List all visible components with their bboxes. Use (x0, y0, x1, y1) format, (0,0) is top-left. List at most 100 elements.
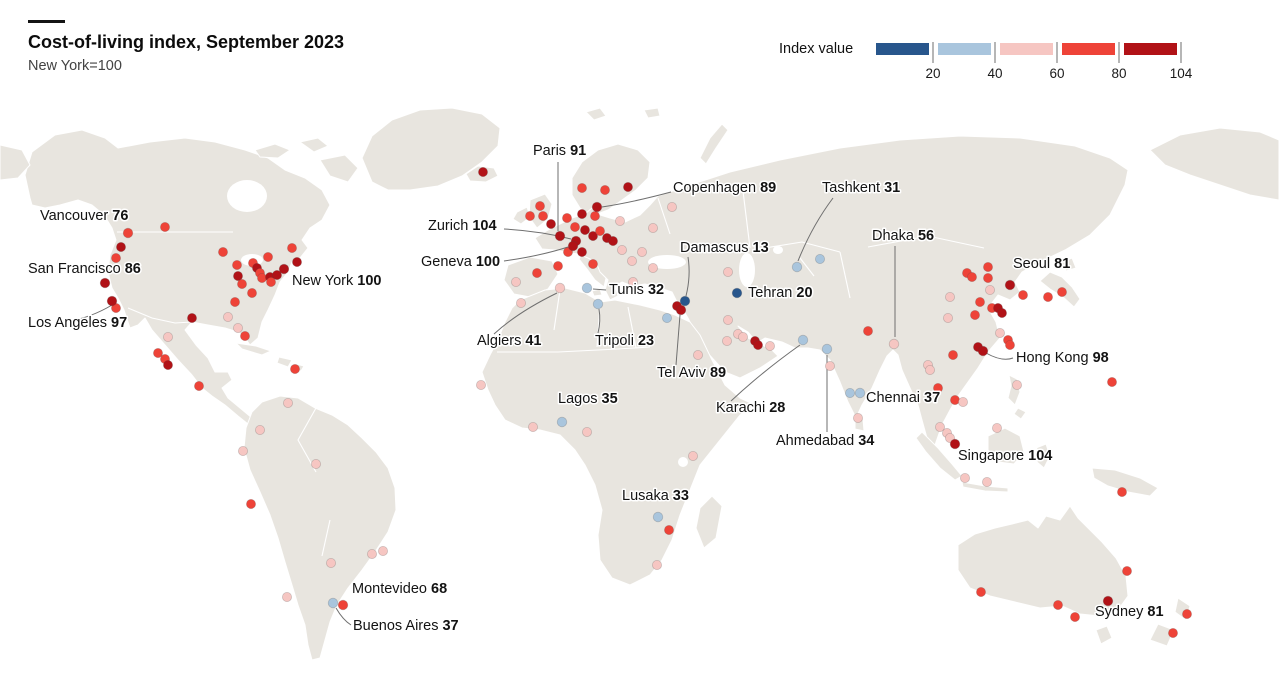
city-value: 97 (111, 315, 127, 331)
country-border-line (297, 407, 317, 473)
city-dot (845, 387, 856, 398)
city-dots (99, 166, 1193, 639)
city-dot (664, 525, 675, 536)
city-dot-sydney (1102, 595, 1114, 607)
city-value: 37 (924, 390, 940, 406)
city-label-ahmedabad: Ahmedabad 34 (776, 433, 874, 449)
city-dot (562, 212, 573, 223)
city-labels: Vancouver 76 San Francisco 86 Los Angeles … (27, 141, 1166, 635)
city-dot (475, 379, 486, 390)
city-dot (825, 360, 836, 371)
country-border-line (741, 182, 751, 249)
city-dot (662, 312, 673, 323)
city-value: 23 (638, 333, 654, 349)
city-dot (995, 327, 1006, 338)
legend-title: Index value (779, 41, 853, 57)
country-border-line (127, 307, 193, 324)
city-dot-singapore (949, 438, 961, 450)
legend-swatch (1124, 43, 1177, 55)
city-dot (528, 421, 539, 432)
leader-line-tunis (592, 288, 607, 291)
city-dot (265, 276, 276, 287)
city-label-karachi: Karachi 28 (716, 400, 785, 416)
city-dot-karachi (797, 334, 809, 346)
city-dot-buenos-aires (327, 597, 339, 609)
city-name: Tunis (609, 282, 648, 298)
city-dot-copenhagen (591, 201, 603, 213)
city-dot (222, 311, 233, 322)
city-dot (1122, 566, 1133, 577)
city-value: 81 (1054, 256, 1070, 272)
city-dot (628, 276, 639, 287)
city-dot (535, 200, 546, 211)
leader-line-tripoli (597, 308, 601, 334)
city-dot (975, 296, 986, 307)
city-value: 33 (673, 488, 689, 504)
world-map-landmasses (0, 107, 1279, 661)
leader-line-algiers (493, 292, 558, 335)
city-dot (582, 426, 593, 437)
city-dot (958, 396, 969, 407)
city-label-los-angeles: Los Angeles 97 (28, 315, 127, 331)
city-dot (162, 331, 173, 342)
page-subtitle: New York=100 (28, 58, 122, 74)
city-dot-lusaka (652, 511, 664, 523)
city-dot (232, 270, 243, 281)
city-dot (325, 558, 336, 569)
city-value: 37 (442, 618, 458, 634)
city-dot (967, 271, 978, 282)
city-dot (232, 322, 243, 333)
city-dot (111, 252, 122, 263)
city-dot (765, 340, 776, 351)
city-dot-damascus (679, 295, 691, 307)
city-dot-lagos (556, 416, 568, 428)
city-name: Dhaka (872, 228, 918, 244)
leader-line-tel-aviv (675, 314, 681, 366)
city-name: Los Angeles (28, 315, 111, 331)
leader-line-buenos-aires (335, 607, 352, 626)
city-value: 104 (472, 218, 496, 234)
city-dot (983, 261, 994, 272)
city-value: 20 (796, 285, 812, 301)
city-name: Lusaka (622, 488, 673, 504)
legend: Index value 20 40 60 80 104 (779, 41, 1193, 81)
city-name: Tel Aviv (657, 365, 710, 381)
city-name: Zurich (428, 218, 472, 234)
leader-line-hong-kong (985, 352, 1014, 360)
leader-line-geneva (503, 246, 569, 262)
city-name: Algiers (477, 333, 525, 349)
city-dot-montevideo (337, 599, 349, 611)
leader-line-karachi (730, 344, 801, 402)
city-dot-new-york (278, 263, 290, 275)
country-border-line (657, 197, 671, 235)
city-dot (546, 218, 557, 229)
city-name: Geneva (421, 254, 476, 270)
city-dot (377, 546, 388, 557)
city-name: Hong Kong (1016, 350, 1093, 366)
country-border-line (839, 251, 851, 299)
city-dot (1107, 376, 1118, 387)
country-border-line (867, 235, 985, 249)
city-dot (310, 458, 321, 469)
city-dot (1053, 600, 1064, 611)
city-label-seoul: Seoul 81 (1013, 256, 1070, 272)
city-dot (570, 221, 581, 232)
city-value: 41 (525, 333, 541, 349)
city-dot (985, 284, 996, 295)
city-dot (217, 246, 228, 257)
city-dot (615, 215, 626, 226)
city-label-vancouver: Vancouver 76 (40, 208, 128, 224)
city-dot (853, 412, 864, 423)
city-dot (925, 364, 936, 375)
city-dot (976, 587, 987, 598)
city-dot (239, 330, 250, 341)
country-border-line (627, 306, 637, 349)
city-value: 81 (1147, 604, 1163, 620)
city-dot (1168, 628, 1179, 639)
city-label-sydney: Sydney 81 (1095, 604, 1164, 620)
city-dot (738, 331, 749, 342)
city-name: Tripoli (595, 333, 638, 349)
city-dot (608, 235, 619, 246)
city-name: Tashkent (822, 180, 884, 196)
city-label-lusaka: Lusaka 33 (622, 488, 689, 504)
